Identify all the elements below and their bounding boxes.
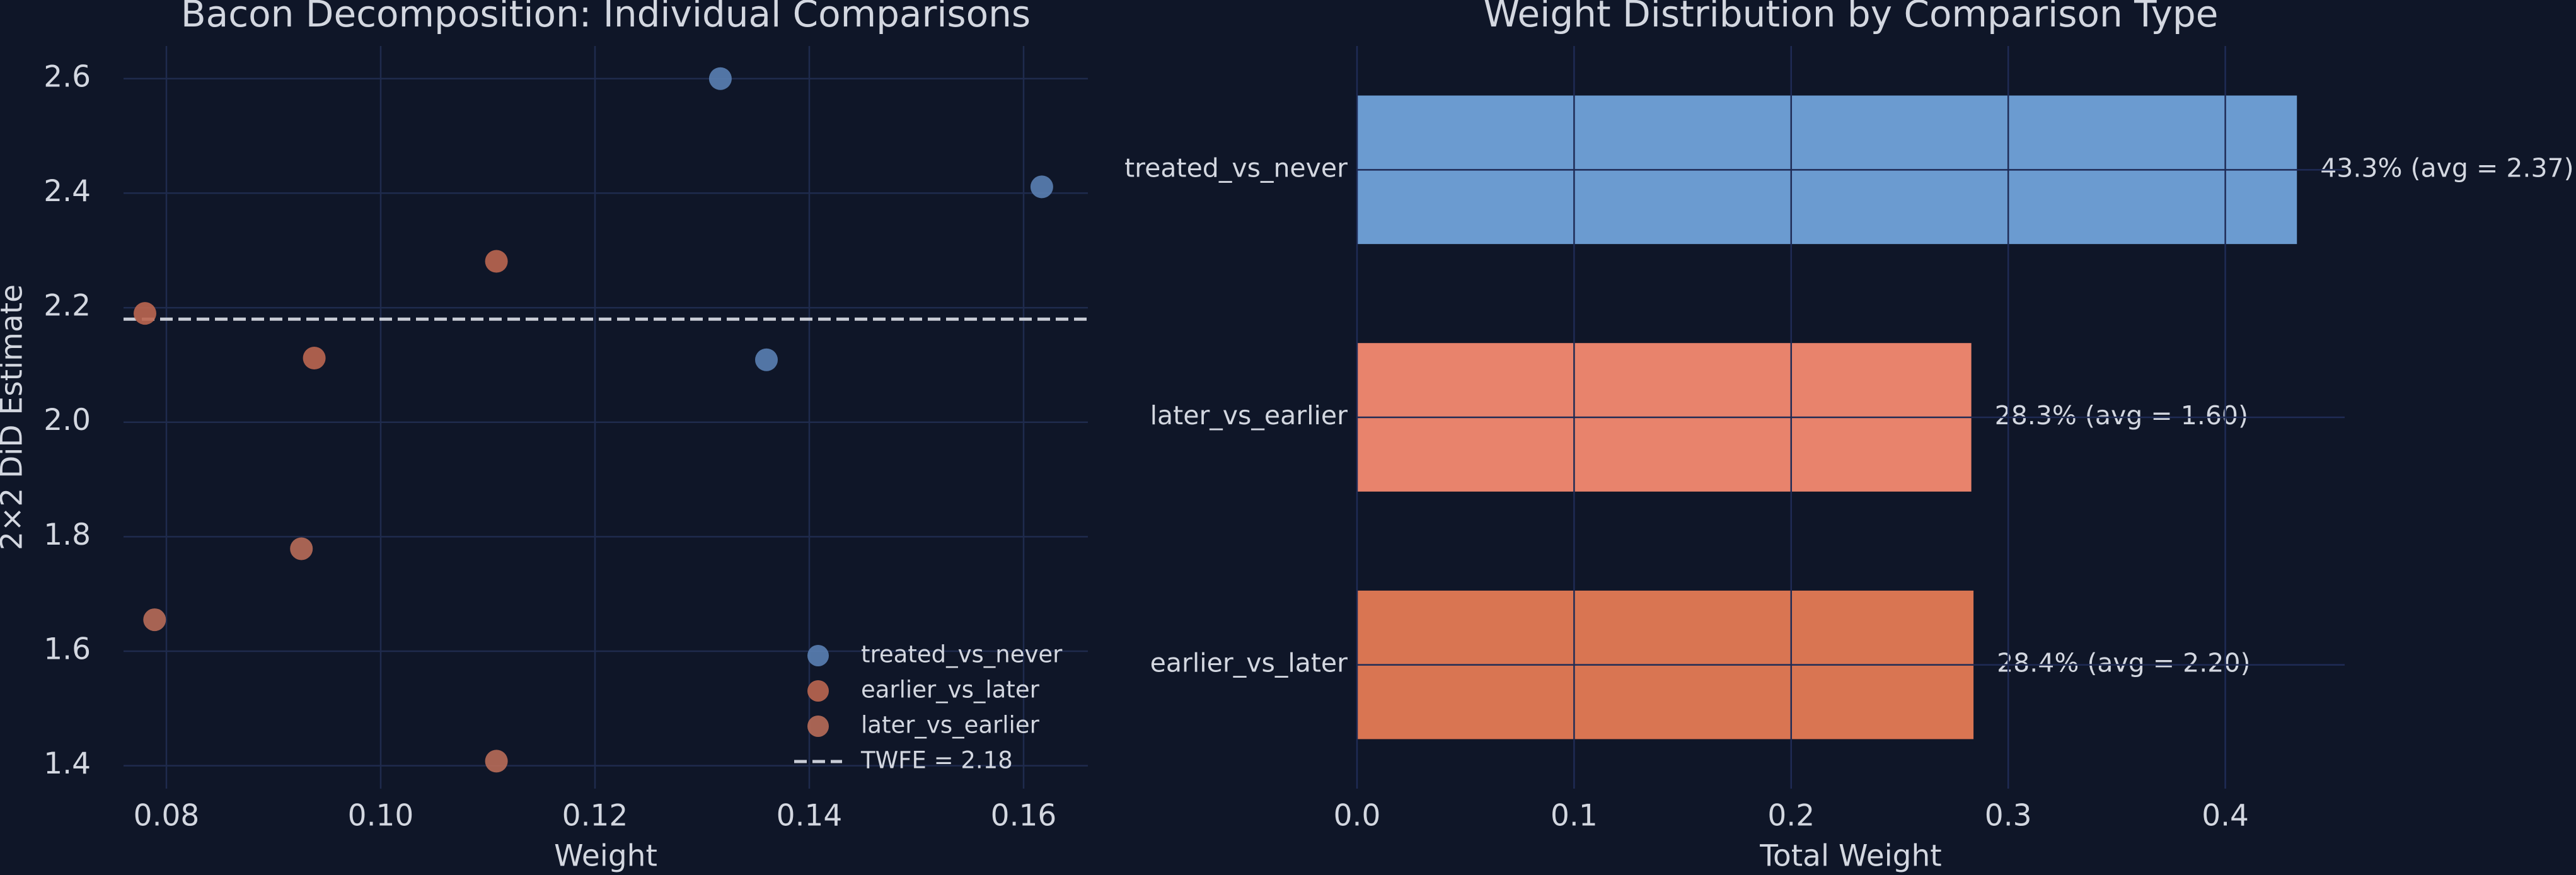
scatter-point: [708, 67, 732, 90]
x-tick-label: 0.10: [348, 799, 414, 833]
x-tick-label: 0.3: [1985, 799, 2032, 833]
scatter-point: [485, 750, 508, 773]
scatter-point: [485, 250, 508, 273]
legend-label: later_vs_earlier: [861, 712, 1040, 739]
category-label: later_vs_earlier: [1150, 400, 1348, 431]
legend-marker: [807, 680, 829, 702]
legend-marker: [807, 716, 829, 737]
chart-title: Weight Distribution by Comparison Type: [1484, 0, 2219, 35]
y-tick-label: 1.4: [43, 746, 91, 781]
x-tick-label: 0.16: [991, 799, 1057, 833]
x-tick-label: 0.08: [134, 799, 200, 833]
chart-title: Bacon Decomposition: Individual Comparis…: [181, 0, 1031, 35]
y-tick-label: 2.0: [43, 403, 91, 438]
x-axis-label: Total Weight: [1759, 839, 1941, 874]
y-axis-label: 2×2 DiD Estimate: [0, 284, 30, 550]
bar-value-label: 28.4% (avg = 2.20): [1997, 648, 2250, 678]
category-label: earlier_vs_later: [1150, 648, 1348, 678]
x-tick-label: 0.4: [2202, 799, 2249, 833]
legend-label: treated_vs_never: [861, 641, 1063, 668]
category-label: treated_vs_never: [1124, 153, 1348, 183]
legend-label: TWFE = 2.18: [860, 747, 1013, 774]
legend-label: earlier_vs_later: [861, 676, 1040, 704]
legend-marker: [807, 645, 829, 666]
bar-value-label: 43.3% (avg = 2.37): [2320, 153, 2573, 183]
x-axis-label: Weight: [554, 839, 657, 874]
scatter-point: [134, 302, 156, 325]
scatter-point: [143, 608, 166, 632]
y-tick-label: 2.2: [43, 289, 91, 323]
x-tick-label: 0.12: [562, 799, 628, 833]
y-tick-label: 2.4: [43, 174, 91, 209]
y-tick-label: 1.8: [43, 518, 91, 552]
y-tick-label: 2.6: [43, 59, 91, 94]
scatter-point: [755, 348, 778, 371]
x-tick-label: 0.1: [1551, 799, 1598, 833]
x-tick-label: 0.0: [1334, 799, 1381, 833]
scatter-point: [1030, 175, 1053, 199]
bar-value-label: 28.3% (avg = 1.60): [1995, 400, 2248, 431]
y-tick-label: 1.6: [43, 632, 91, 667]
x-tick-label: 0.2: [1767, 799, 1815, 833]
x-tick-label: 0.14: [777, 799, 843, 833]
scatter-point: [290, 537, 313, 560]
scatter-point: [303, 346, 326, 369]
